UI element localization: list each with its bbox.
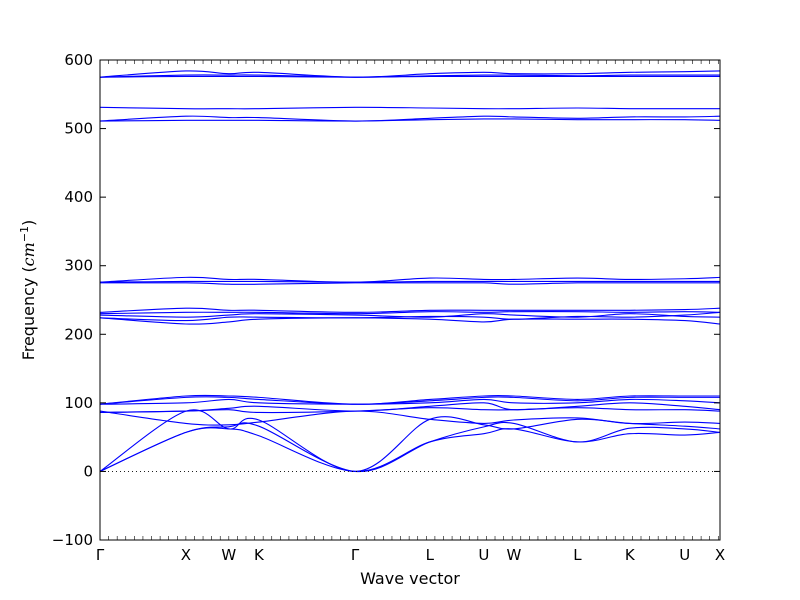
x-tick-label: Γ [96,546,105,564]
x-tick-label: W [506,546,521,564]
x-tick-label: L [426,546,435,564]
y-tick-label: 500 [64,120,93,138]
phonon-branch-1 [99,427,721,472]
phonon-branch-19 [99,115,721,122]
phonon-branch-6 [99,402,721,414]
phonon-branch-8 [99,396,721,405]
phonon-branch-4 [99,410,721,426]
x-tick-label: Γ [351,546,360,564]
phonon-branch-13 [99,311,721,315]
x-axis-label: Wave vector [360,569,460,588]
y-axis-ticks: −100 0 100 200 300 400 500 600 [52,51,720,549]
y-tick-label: 300 [64,257,93,275]
y-tick-label: 400 [64,188,93,206]
phonon-branch-14 [99,307,721,313]
x-tick-label: X [715,546,725,564]
y-axis-label-exponent: −1 [18,226,31,242]
x-tick-label: X [181,546,191,564]
x-tick-label: W [221,546,236,564]
phonon-branch-20 [99,106,720,110]
phonon-branch-10 [99,317,721,325]
phonon-branch-22 [99,74,720,78]
x-tick-label: L [573,546,582,564]
y-axis-label-suffix: ) [19,220,38,226]
phonon-branch-23 [99,70,721,78]
phonon-branch-7 [99,398,721,405]
phonon-branch-17 [99,276,721,283]
y-tick-label: 0 [83,462,93,480]
y-tick-label: 100 [64,394,93,412]
y-axis-label: Frequency (cm−1) [18,220,38,361]
series-layer [99,70,721,472]
phonon-branch-18 [99,118,721,122]
x-tick-label: K [254,546,265,564]
y-tick-label: 200 [64,325,93,343]
y-axis-label-prefix: Frequency ( [19,266,38,360]
x-tick-label: U [478,546,489,564]
phonon-branch-15 [99,282,720,285]
phonon-branch-5 [99,407,721,414]
phonon-branch-16 [99,280,720,283]
phonon-branch-2 [99,421,721,472]
phonon-branch-12 [99,313,721,318]
phonon-branch-9 [99,394,720,405]
x-tick-label: U [679,546,690,564]
phonon-branch-21 [99,75,720,78]
y-axis-label-unit: cm [19,242,38,266]
plot-frame [99,59,721,541]
y-tick-label: 600 [64,51,93,69]
y-tick-label: −100 [52,531,93,549]
x-tick-label: K [625,546,636,564]
